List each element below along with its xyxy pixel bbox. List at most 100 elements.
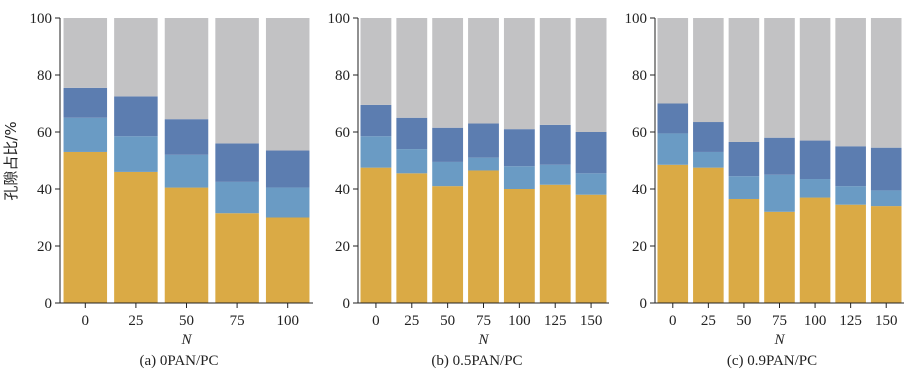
x-tick-label: 75 [476,313,491,329]
y-tick-label: 80 [632,68,647,84]
bar-segment [799,197,831,303]
bar-segment [728,141,760,177]
bar-segment [63,151,108,303]
x-tick-label: 150 [875,313,898,329]
bar-segment [503,166,535,189]
y-tick-label: 40 [335,182,350,198]
x-tick-label: 150 [580,313,603,329]
bar-segment [835,146,866,187]
bar-segment [265,18,310,151]
bar-segment [728,176,760,199]
bar-segment [575,18,607,132]
bar-segment [114,171,158,303]
bar-segment [360,136,392,168]
bar-segment [396,18,428,118]
bar-segment [693,151,724,168]
y-tick-label: 20 [632,239,647,255]
bar-segment [164,154,209,188]
bar-segment [539,184,571,303]
bar-segment [799,179,831,198]
panel-3: 0 25 50 75 100 125 150 0 20 40 60 80 100 N (c) 0.9PAN/… [625,11,904,369]
bar-segment [215,18,259,144]
bar-segment [63,117,108,152]
y-tick-label: 0 [640,296,648,312]
bar-segment [114,136,158,172]
bar-segment [360,18,392,105]
y-tick-label: 20 [335,239,350,255]
bar-segment [693,18,724,123]
bar-segment [63,87,108,118]
x-tick-label: 125 [839,313,862,329]
bar-segment [215,213,259,303]
bar-segment [360,104,392,137]
x-tick-label: 50 [736,313,751,329]
bar-segment [764,174,795,212]
bar-segment [575,132,607,174]
bar-segment [764,211,795,303]
bar-segment [657,164,689,303]
bar-segment [396,173,428,303]
bar-segment [164,18,209,120]
bar-segment [396,149,428,174]
x-tick-label: 100 [276,313,299,329]
bar-segment [728,18,760,142]
bar-segment [764,137,795,175]
x-tick-label: 75 [772,313,787,329]
bar-segment [396,117,428,150]
bar-segment [539,164,571,185]
bar-segment [657,18,689,104]
bar-segment [539,18,571,125]
y-tick-label: 0 [45,296,53,312]
bar-segment [432,186,464,303]
x-axis-label: N [773,332,785,348]
bar-segment [468,123,499,158]
y-tick-label: 80 [37,68,52,84]
x-tick-label: 0 [82,313,90,329]
bar-segment [693,122,724,152]
bar-segment [870,190,902,207]
x-tick-label: 100 [508,313,531,329]
x-tick-label: 25 [128,313,143,329]
bar-segment [693,167,724,304]
y-tick-label: 100 [328,11,351,27]
bar-segment [468,170,499,303]
y-tick-label: 80 [335,68,350,84]
bar-segment [114,96,158,137]
bar-segment [215,143,259,182]
bar-segment [265,150,310,188]
bar-segment [835,186,866,205]
y-tick-label: 40 [632,182,647,198]
bar-segment [575,173,607,195]
bar-segment [835,204,866,303]
bar-segment [503,18,535,130]
panel-caption: (b) 0.5PAN/PC [431,353,522,369]
x-tick-label: 50 [440,313,455,329]
bar-segment [265,217,310,303]
x-axis-label: N [477,332,489,348]
bar-segment [539,124,571,165]
x-tick-label: 125 [544,313,567,329]
bar-segment [360,167,392,304]
y-tick-label: 40 [37,182,52,198]
bar-segment [432,18,464,128]
x-tick-label: 25 [701,313,716,329]
bar-segment [63,18,108,88]
y-tick-label: 60 [37,125,52,141]
bar-segment [835,18,866,147]
y-tick-label: 60 [335,125,350,141]
panel-caption: (a) 0PAN/PC [139,353,218,369]
panel-caption: (c) 0.9PAN/PC [727,353,817,369]
x-tick-label: 25 [404,313,419,329]
bar-segment [728,198,760,303]
y-tick-label: 100 [625,11,648,27]
x-axis-label: N [180,332,192,348]
y-tick-label: 60 [632,125,647,141]
bar-segment [114,18,158,97]
bar-segment [164,187,209,303]
bar-segment [657,103,689,134]
panel-1: 0 25 50 75 100 0 20 40 60 80 100 N (a) 0PAN/PC [30,11,313,369]
x-tick-label: 0 [372,313,380,329]
y-axis-label: 孔隙占比/% [2,121,20,200]
bar-segment [657,133,689,165]
bar-segment [265,187,310,218]
